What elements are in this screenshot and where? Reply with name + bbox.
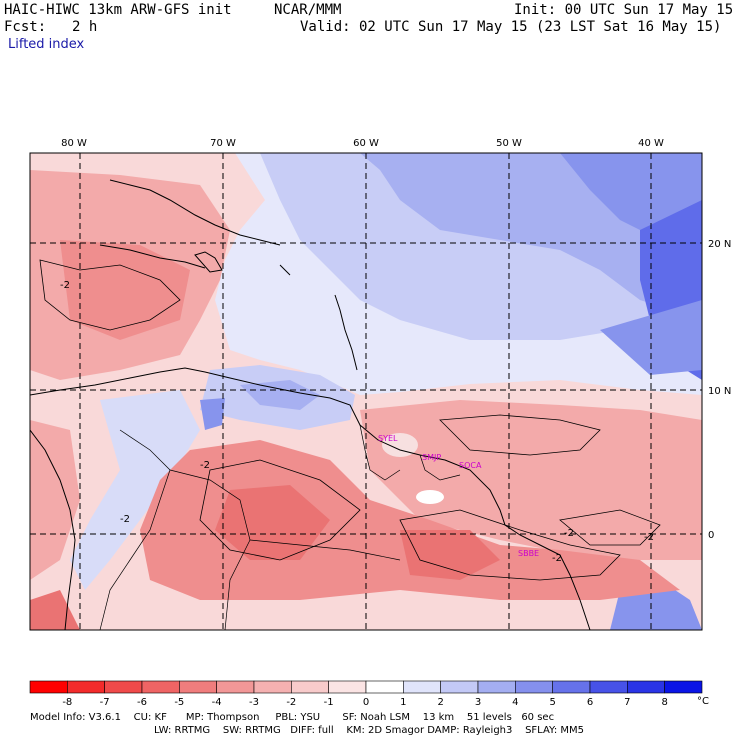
colorbar-label: 4 — [512, 697, 518, 708]
lat-label-20n: 20 N — [708, 239, 731, 250]
colorbar-label: -1 — [324, 697, 334, 708]
lon-label-40w: 40 W — [638, 138, 664, 149]
coastlines — [30, 179, 591, 630]
colorbar-swatch — [179, 680, 217, 694]
model-info-line-2: LW: RRTMG SW: RRTMG DIFF: full KM: 2D Sm… — [154, 725, 584, 736]
lon-label-50w: 50 W — [496, 138, 522, 149]
colorbar-label: 5 — [549, 697, 555, 708]
colorbar: -8 -7 -6 -5 -4 -3 -2 -1 0 1 2 3 4 5 6 7 8 — [29, 680, 703, 708]
lon-label-80w: 80 W — [61, 138, 87, 149]
valid-time: Valid: 02 UTC Sun 17 May 15 (23 LST Sat … — [300, 19, 722, 35]
colorbar-label: -4 — [212, 697, 222, 708]
colorbar-swatch — [403, 680, 441, 694]
colorbar-swatch — [216, 680, 255, 694]
colorbar-swatch — [515, 680, 553, 694]
colorbar-swatch — [291, 680, 329, 694]
field-name: Lifted index — [8, 37, 85, 52]
colorbar-label: -5 — [174, 697, 184, 708]
map-field-layer — [30, 153, 702, 630]
lat-label-0: 0 — [708, 530, 714, 541]
colorbar-label: 3 — [475, 697, 481, 708]
colorbar-label: -8 — [62, 697, 72, 708]
borders — [99, 424, 461, 630]
lon-label-70w: 70 W — [210, 138, 236, 149]
colorbar-label: -2 — [286, 697, 296, 708]
colorbar-swatch — [29, 680, 68, 694]
forecast-label: Fcst: — [4, 19, 47, 35]
colorbar-label: 2 — [437, 697, 443, 708]
colorbar-label: -6 — [137, 697, 147, 708]
contour-label: -2 — [200, 460, 210, 471]
colorbar-swatch — [141, 680, 180, 694]
colorbar-label: 6 — [587, 697, 593, 708]
contour-label: -2 — [564, 528, 574, 539]
model-info-line-1: Model Info: V3.6.1 CU: KF MP: Thompson P… — [30, 712, 555, 723]
colorbar-swatch — [440, 680, 479, 694]
colorbar-swatch — [328, 680, 367, 694]
model-title: HAIC-HIWC 13km ARW-GFS init — [4, 2, 232, 18]
colorbar-swatch — [365, 680, 404, 694]
contour-lines — [39, 259, 661, 581]
contour-label: -2 — [60, 280, 70, 291]
lon-label-60w: 60 W — [353, 138, 379, 149]
colorbar-swatch — [104, 680, 143, 694]
station-smjp: SMJP — [422, 453, 441, 462]
colorbar-swatch — [253, 680, 292, 694]
colorbar-swatch — [589, 680, 628, 694]
colorbar-label: 8 — [661, 697, 667, 708]
organization-label: NCAR/MMM — [274, 2, 342, 18]
colorbar-label: 0 — [363, 697, 369, 708]
station-soca: SOCA — [459, 461, 482, 470]
colorbar-swatch — [664, 680, 703, 694]
map-frame — [29, 152, 703, 631]
forecast-hour: 2 h — [72, 19, 98, 35]
contour-label: -2 — [644, 532, 654, 543]
colorbar-unit: °C — [697, 696, 709, 707]
lat-lon-grid — [30, 153, 702, 630]
colorbar-label: -7 — [100, 697, 110, 708]
colorbar-label: -3 — [249, 697, 259, 708]
colorbar-swatch — [477, 680, 516, 694]
colorbar-swatch — [627, 680, 665, 694]
colorbar-swatch — [67, 680, 105, 694]
colorbar-swatch — [552, 680, 591, 694]
colorbar-label: 7 — [624, 697, 630, 708]
station-sbbe: SBBE — [518, 549, 539, 558]
init-time: Init: 00 UTC Sun 17 May 15 — [514, 2, 734, 18]
contour-label: -2 — [552, 553, 562, 564]
station-syel: SYEL — [378, 434, 398, 443]
contour-label: -2 — [120, 514, 130, 525]
lat-label-10n: 10 N — [708, 386, 731, 397]
colorbar-label: 1 — [400, 697, 406, 708]
